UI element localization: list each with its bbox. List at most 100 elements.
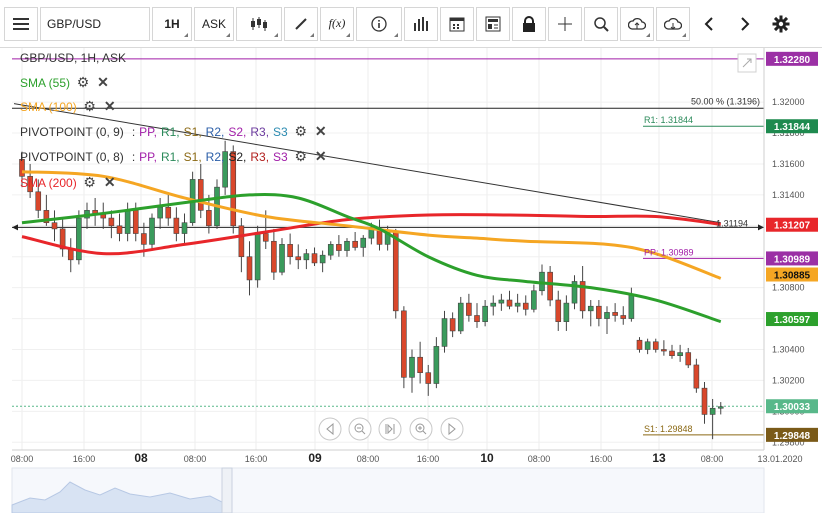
close-icon[interactable]: ✕ [103, 174, 116, 190]
candle [644, 338, 651, 355]
candle-body [336, 244, 342, 251]
candle-body [677, 352, 683, 356]
crosshair-button[interactable] [548, 6, 582, 41]
lock-button[interactable] [512, 6, 546, 41]
functions-button[interactable]: f(x) [320, 6, 354, 41]
toolbar: 1H ASK f(x) [0, 0, 822, 48]
candle [254, 225, 261, 288]
pivot2-item: S1, [183, 149, 202, 164]
candle [271, 228, 277, 280]
legend-pivot1[interactable]: PIVOTPOINT (0, 9) : PP, R1, S1, R2, S2, R3, S3… [20, 123, 328, 140]
candle [433, 337, 440, 389]
news-button[interactable] [476, 6, 510, 41]
candle-body [547, 271, 553, 301]
reset-control[interactable] [378, 417, 402, 441]
legend-pivot1-sep: : [131, 124, 136, 139]
upload-button[interactable] [620, 6, 654, 41]
candle [555, 290, 562, 331]
legend-pivot2[interactable]: PIVOTPOINT (0, 8) : PP, R1, S1, R2, S2, R3, S3… [20, 148, 328, 165]
gear-icon[interactable]: ⚙ [83, 174, 96, 190]
candle [336, 235, 342, 257]
legend-sma100[interactable]: SMA (100) ⚙ ✕ [20, 98, 117, 115]
info-button[interactable] [356, 6, 402, 41]
close-icon[interactable]: ✕ [314, 123, 327, 139]
price-type-button[interactable]: ASK [194, 6, 234, 41]
gear-icon[interactable]: ⚙ [294, 123, 308, 139]
instrument-label: GBP/USD, 1H, ASK [20, 51, 127, 65]
sma200-line [21, 213, 721, 256]
function-icon: f(x) [328, 16, 346, 30]
popout-arrow [742, 58, 752, 68]
settings-button[interactable] [764, 6, 798, 41]
candle-body [67, 248, 74, 261]
draw-tools-button[interactable] [284, 6, 318, 41]
candle-body [514, 302, 521, 307]
candle-body [466, 302, 472, 316]
price-tag: 1.30033 [766, 399, 818, 414]
back-button[interactable] [692, 6, 726, 41]
volume-bars-icon [414, 16, 428, 31]
candle-body [327, 244, 334, 256]
zoom-out-icon [348, 417, 372, 441]
symbol-input[interactable] [40, 6, 150, 41]
price-tag: 1.32280 [766, 51, 818, 66]
pivot1-item: R3, [250, 124, 270, 139]
gear-icon[interactable]: ⚙ [294, 148, 308, 164]
menu-button[interactable] [4, 6, 38, 41]
timeframe-button[interactable]: 1H [152, 6, 192, 41]
close-icon[interactable]: ✕ [97, 74, 109, 90]
candle-body [401, 310, 407, 378]
forward-icon [741, 16, 750, 31]
candle-body [43, 210, 50, 224]
chart-type-button[interactable] [236, 6, 282, 41]
candle [547, 266, 553, 307]
zoom-out-control[interactable] [348, 417, 372, 441]
calendar-button[interactable] [440, 6, 474, 41]
x-tick-label: 08:00 [184, 454, 207, 464]
candle-body [693, 364, 700, 389]
forward-button[interactable] [728, 6, 762, 41]
candle [661, 340, 667, 356]
candle [693, 358, 700, 393]
volume-button[interactable] [404, 6, 438, 41]
legend-sma55[interactable]: SMA (55) ⚙ ✕ [20, 74, 110, 91]
gear-icon[interactable]: ⚙ [76, 74, 90, 90]
legend-pivot1-items: PP, R1, S1, R2, S2, R3, S3 [135, 125, 288, 139]
price-tag-label: 1.31844 [774, 122, 811, 133]
triangle-right-icon [448, 422, 456, 436]
zoom-in-control[interactable] [409, 417, 433, 441]
candle [449, 312, 456, 338]
x-tick-label: 16:00 [590, 454, 613, 464]
price-tag-bg [766, 51, 818, 66]
candle [59, 218, 66, 257]
candle [709, 398, 716, 440]
candle [571, 275, 578, 310]
close-icon[interactable]: ✕ [314, 148, 327, 164]
download-button[interactable] [656, 6, 690, 41]
candle-body [246, 256, 253, 281]
candle [685, 347, 692, 369]
candle-body [441, 318, 448, 347]
candle-body [51, 222, 58, 230]
close-icon[interactable]: ✕ [103, 98, 116, 114]
price-tag: 1.30885 [766, 267, 818, 282]
legend-sma200[interactable]: SMA (200) ⚙ ✕ [20, 174, 117, 191]
candle [116, 213, 123, 242]
y-tick-label: 1.30400 [772, 345, 805, 355]
candle [596, 300, 602, 327]
magnifier-handle [361, 430, 366, 435]
nav-forward-control[interactable] [440, 417, 464, 441]
zoom-button[interactable] [584, 6, 618, 41]
x-tick-label: 08:00 [11, 454, 34, 464]
fib-label: 50.00 % (1.3196) [691, 96, 760, 106]
legend-sma200-label: SMA (200) [20, 175, 77, 190]
candle-body [360, 237, 367, 248]
candle-body [319, 254, 326, 264]
y-tick-label: 1.30800 [772, 283, 805, 293]
candle-body [311, 253, 318, 264]
x-tick-label: 16:00 [417, 454, 440, 464]
cross-arrow-right [758, 224, 764, 231]
nav-back-control[interactable] [318, 417, 342, 441]
gear-icon[interactable]: ⚙ [83, 98, 96, 114]
